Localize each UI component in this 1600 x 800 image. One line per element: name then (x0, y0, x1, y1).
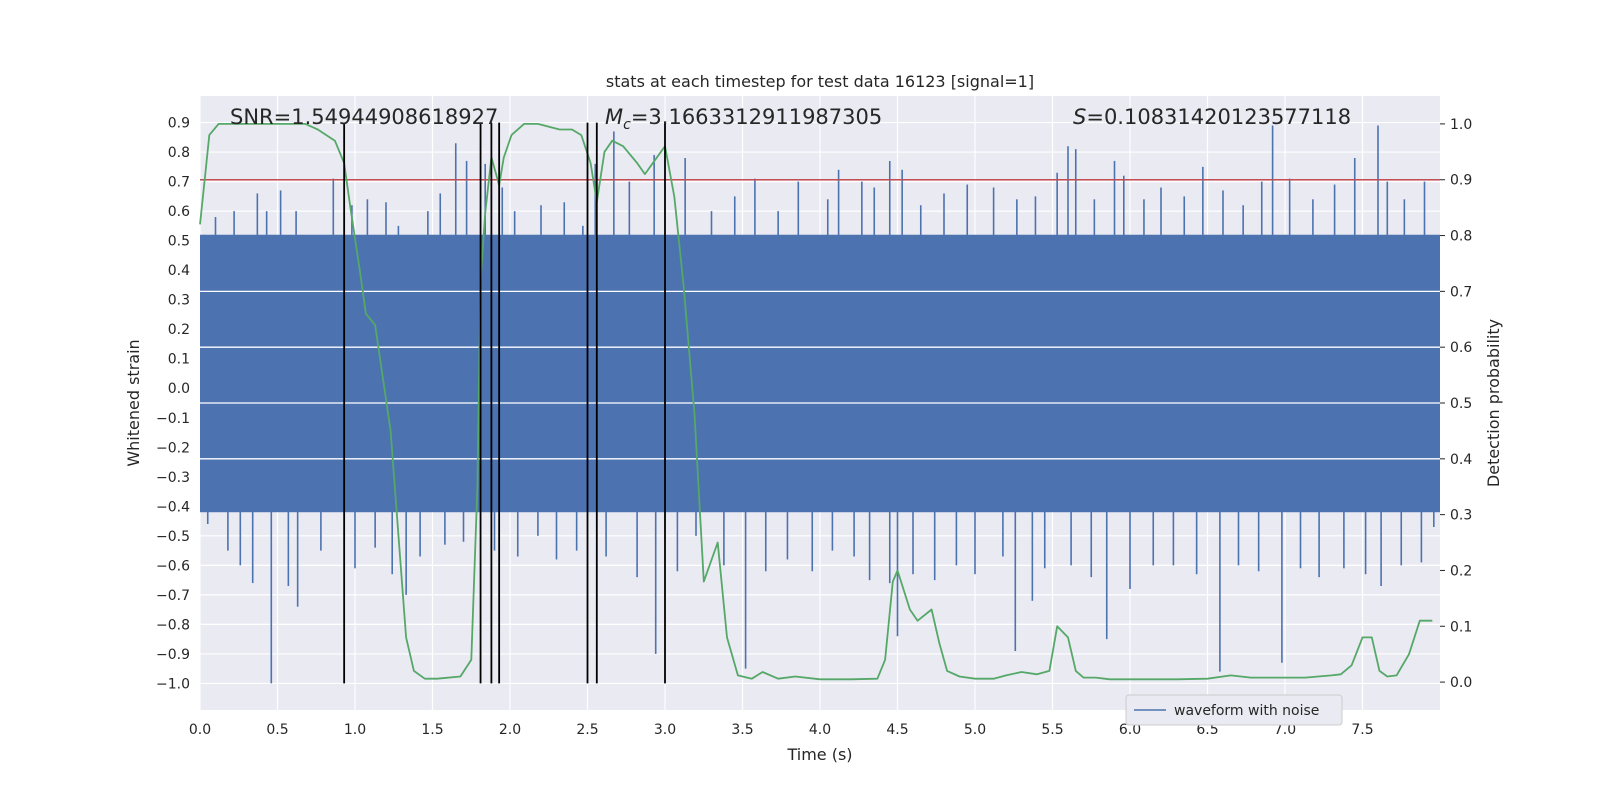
legend: waveform with noise (1125, 694, 1343, 726)
x-tick-label: 3.0 (654, 722, 676, 738)
x-tick-label: 4.5 (886, 722, 908, 738)
y2-tick-label: 0.3 (1450, 508, 1472, 524)
chart-title: stats at each timestep for test data 161… (606, 72, 1034, 91)
s-symbol: S (1073, 105, 1086, 129)
x-tick-label: 6.0 (1119, 722, 1141, 738)
legend-label: waveform with noise (1174, 703, 1319, 719)
y2-tick-label: 0.1 (1450, 619, 1472, 635)
x-tick-label: 1.0 (344, 722, 366, 738)
vertical-markers (343, 122, 666, 684)
x-tick-label: 3.5 (731, 722, 753, 738)
x-tick-label: 4.0 (809, 722, 831, 738)
y2-tick-label: 0.5 (1450, 396, 1472, 412)
x-tick-label: 2.5 (576, 722, 598, 738)
y2-tick-label: 0.9 (1450, 173, 1472, 189)
chirp-mass-symbol: M (605, 105, 623, 129)
x-tick-label: 0.5 (266, 722, 288, 738)
y2-tick-label: 0.8 (1450, 229, 1472, 245)
y-tick-label: −0.6 (156, 558, 190, 574)
x-tick-label: 7.0 (1274, 722, 1296, 738)
y-axis-label: Whitened strain (124, 339, 143, 466)
x-tick-label: 7.5 (1351, 722, 1373, 738)
s-value: =0.10831420123577118 (1086, 105, 1351, 129)
y2-tick-label: 0.0 (1450, 675, 1472, 691)
x-tick-label: 5.0 (964, 722, 986, 738)
waveform-dense-band (200, 234, 1440, 513)
s-annotation: S=0.10831420123577118 (1073, 105, 1351, 129)
y2-tick-label: 0.6 (1450, 340, 1472, 356)
y-tick-label: 0.6 (168, 204, 190, 220)
chirp-mass-subscript: c (623, 117, 631, 133)
y-tick-label: −0.3 (156, 470, 190, 486)
y2-tick-labels: 0.0 0.1 0.2 0.3 0.4 0.5 0.6 0.7 0.8 0.9 1.0 (1440, 117, 1472, 691)
chirp-mass-value: =3.1663312911987305 (631, 105, 882, 129)
y-tick-label: 0.2 (168, 322, 190, 338)
x-tick-label: 6.5 (1196, 722, 1218, 738)
y2-tick-label: 1.0 (1450, 117, 1472, 133)
y-tick-label: 0.1 (168, 352, 190, 368)
y2-tick-label: 0.7 (1450, 284, 1472, 300)
y-tick-label: 0.3 (168, 293, 190, 309)
legend-box (1125, 694, 1343, 726)
secondary-gridlines (200, 290, 1440, 460)
y-tick-label: 0.9 (168, 116, 190, 132)
y-tick-label: −0.4 (156, 499, 190, 515)
y-tick-label: −0.2 (156, 440, 190, 456)
y-tick-label: −0.9 (156, 647, 190, 663)
x-axis-label: Time (s) (786, 745, 852, 764)
y-tick-label: −0.5 (156, 529, 190, 545)
y-tick-label: 0.0 (168, 381, 190, 397)
y2-tick-label: 0.2 (1450, 563, 1472, 579)
waveform-series (200, 125, 1440, 684)
chirp-mass-annotation: Mc=3.1663312911987305 (605, 105, 882, 133)
x-tick-labels: 0.0 0.5 1.0 1.5 2.0 2.5 3.0 3.5 4.0 4.5 5.0 5.5 6.0 6… (189, 722, 1374, 738)
x-tick-label: 2.0 (499, 722, 521, 738)
y-tick-label: −0.7 (156, 588, 190, 604)
y-tick-label: 0.8 (168, 145, 190, 161)
y-tick-label: −1.0 (156, 676, 190, 692)
y-tick-labels: −1.0 −0.9 −0.8 −0.7 −0.6 −0.5 −0.4 −0.3 −0.2 −0.1… (156, 116, 190, 693)
y-tick-label: 0.4 (168, 263, 190, 279)
x-tick-label: 5.5 (1041, 722, 1063, 738)
y2-axis-label: Detection probability (1484, 319, 1503, 487)
probability-series (199, 123, 1433, 681)
x-tick-label: 0.0 (189, 722, 211, 738)
y-tick-label: 0.7 (168, 175, 190, 191)
y-tick-label: 0.5 (168, 234, 190, 250)
y2-tick-label: 0.4 (1450, 452, 1472, 468)
y-tick-label: −0.1 (156, 411, 190, 427)
snr-annotation: SNR=1.54944908618927 (230, 105, 498, 129)
probability-line (199, 123, 1433, 681)
x-tick-label: 1.5 (421, 722, 443, 738)
y-tick-label: −0.8 (156, 617, 190, 633)
